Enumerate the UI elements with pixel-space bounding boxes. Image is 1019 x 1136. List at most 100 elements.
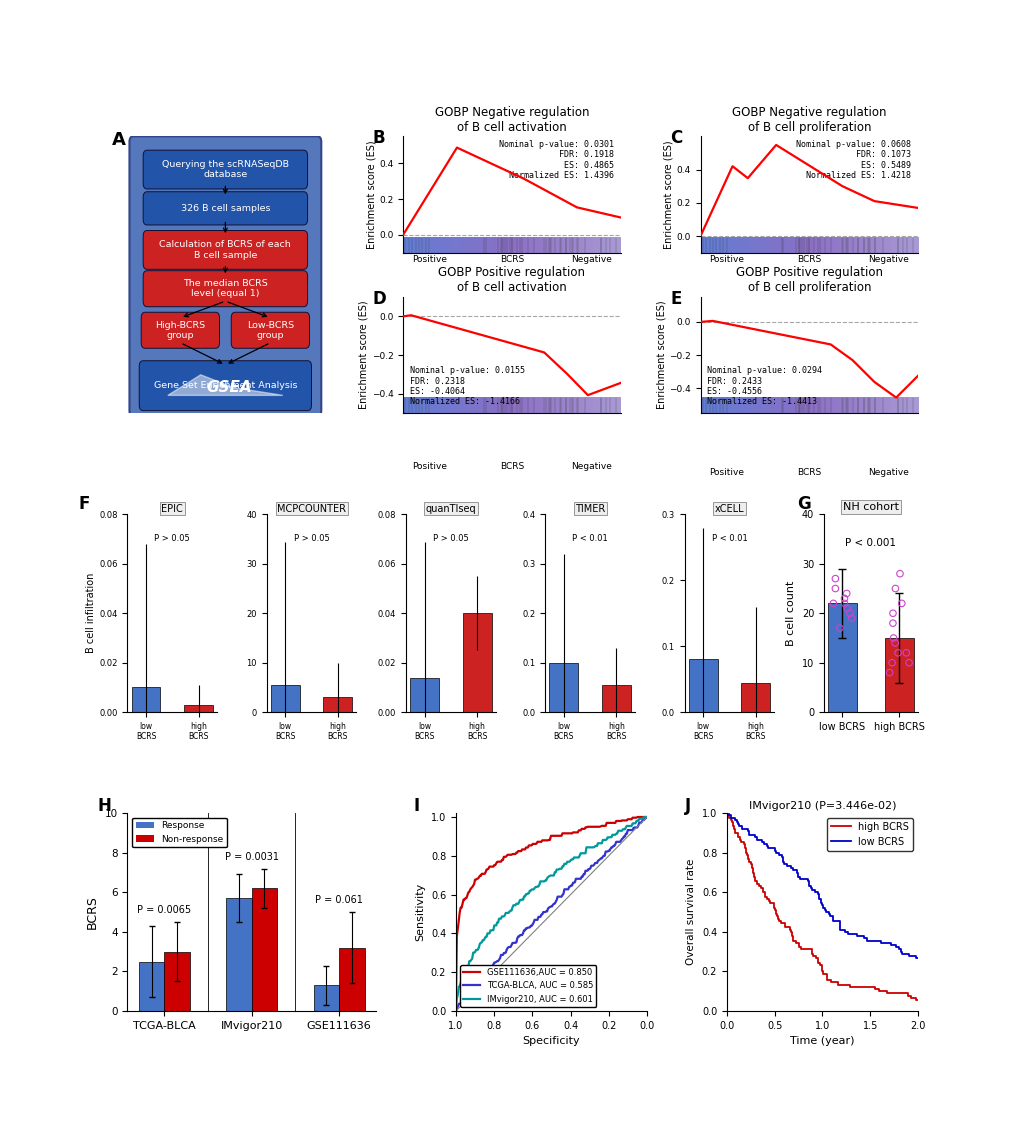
Text: GSEA: GSEA (206, 381, 252, 395)
Text: Low-BCRS
group: Low-BCRS group (247, 320, 293, 340)
high BCRS (909, 993, 921, 1006)
Legend: Response, Non-response: Response, Non-response (131, 818, 226, 847)
Bar (463, 613, 491, 712)
high BCRS (815, 960, 827, 974)
Point (836, 594, 852, 612)
low BCRS (812, 889, 824, 903)
high BCRS (911, 993, 923, 1006)
Text: C: C (669, 130, 682, 148)
Point (883, 604, 900, 623)
Text: Negative: Negative (571, 462, 611, 471)
IMvigor210, AUC = 0.601 (624, 819, 636, 833)
X-axis label: Time (year): Time (year) (790, 1036, 854, 1046)
Y-axis label: BCRS: BCRS (86, 895, 99, 929)
Y-axis label: Enrichment score (ES): Enrichment score (ES) (359, 301, 369, 409)
Text: Querying the scRNASeqDB
database: Querying the scRNASeqDB database (162, 160, 288, 179)
Point (880, 663, 897, 682)
Bar (549, 662, 578, 712)
Text: The median BCRS
level (equal 1): The median BCRS level (equal 1) (182, 279, 267, 299)
Bar (339, 947, 365, 1011)
low BCRS (883, 938, 896, 952)
Text: H: H (98, 797, 111, 816)
Text: P = 0.0031: P = 0.0031 (224, 852, 278, 861)
Bar (252, 888, 277, 1011)
Text: BCRS: BCRS (499, 462, 524, 471)
Point (830, 619, 847, 637)
TCGA-BLCA, AUC = 0.585 (500, 943, 513, 957)
Text: Negative: Negative (571, 254, 611, 264)
Title: GOBP Positive regulation
of B cell proliferation: GOBP Positive regulation of B cell proli… (735, 267, 881, 294)
Text: J: J (684, 797, 690, 816)
Text: Positive: Positive (412, 254, 446, 264)
low BCRS (761, 842, 773, 855)
Text: Nominal p-value: 0.0301
FDR: 0.1918
ES: 0.4865
Normalized ES: 1.4396: Nominal p-value: 0.0301 FDR: 0.1918 ES: … (498, 140, 613, 179)
Text: Positive: Positive (708, 468, 744, 477)
Point (887, 634, 903, 652)
GSE111636,AUC = 0.850 (640, 810, 652, 824)
Y-axis label: B cell count: B cell count (786, 580, 796, 646)
IMvigor210, AUC = 0.601 (637, 810, 649, 824)
IMvigor210, AUC = 0.601 (640, 810, 652, 824)
Text: Nominal p-value: 0.0294
FDR: 0.2433
ES: -0.4556
Normalized ES: -1.4413: Nominal p-value: 0.0294 FDR: 0.2433 ES: … (706, 366, 821, 407)
FancyBboxPatch shape (143, 150, 308, 189)
Bar (323, 698, 352, 712)
Text: P > 0.05: P > 0.05 (154, 534, 190, 543)
FancyBboxPatch shape (143, 231, 308, 269)
high BCRS (720, 807, 733, 820)
Text: Calculation of BCRS of each
B cell sample: Calculation of BCRS of each B cell sampl… (159, 240, 291, 260)
Bar (314, 985, 339, 1011)
TCGA-BLCA, AUC = 0.585 (457, 993, 469, 1006)
Text: High-BCRS
group: High-BCRS group (155, 320, 205, 340)
Point (824, 594, 841, 612)
Text: Nominal p-value: 0.0608
FDR: 0.1073
ES: 0.5489
Normalized ES: 1.4218: Nominal p-value: 0.0608 FDR: 0.1073 ES: … (796, 140, 911, 179)
Point (843, 609, 859, 627)
GSE111636,AUC = 0.850 (449, 1004, 462, 1018)
GSE111636,AUC = 0.850 (632, 810, 644, 824)
Line: TCGA-BLCA, AUC = 0.585: TCGA-BLCA, AUC = 0.585 (455, 818, 646, 1010)
Text: P < 0.01: P < 0.01 (572, 534, 607, 543)
Y-axis label: Overall survival rate: Overall survival rate (686, 859, 696, 966)
high BCRS (737, 837, 749, 851)
Point (839, 599, 855, 617)
IMvigor210, AUC = 0.601 (449, 1002, 462, 1016)
Y-axis label: Enrichment score (ES): Enrichment score (ES) (663, 140, 673, 249)
Text: Negative: Negative (867, 468, 908, 477)
X-axis label: Specificity: Specificity (522, 1036, 580, 1046)
low BCRS (760, 840, 772, 853)
GSE111636,AUC = 0.850 (500, 849, 513, 862)
FancyBboxPatch shape (143, 192, 308, 225)
Line: low BCRS: low BCRS (727, 813, 917, 959)
Point (887, 579, 903, 598)
TCGA-BLCA, AUC = 0.585 (631, 820, 643, 834)
Bar (741, 683, 769, 712)
Title: EPIC: EPIC (161, 503, 183, 513)
TCGA-BLCA, AUC = 0.585 (624, 824, 636, 837)
Point (883, 615, 900, 633)
Legend: high BCRS, low BCRS: high BCRS, low BCRS (826, 818, 912, 851)
Text: P = 0.061: P = 0.061 (315, 895, 363, 905)
Y-axis label: Sensitivity: Sensitivity (415, 883, 425, 942)
FancyBboxPatch shape (143, 270, 308, 307)
TCGA-BLCA, AUC = 0.585 (449, 1003, 462, 1017)
Bar (601, 685, 631, 712)
IMvigor210, AUC = 0.601 (461, 962, 473, 976)
Title: xCELL: xCELL (714, 503, 744, 513)
Polygon shape (168, 375, 282, 395)
GSE111636,AUC = 0.850 (631, 810, 643, 824)
high BCRS (741, 849, 753, 862)
Bar (131, 687, 160, 712)
Point (883, 653, 900, 671)
TCGA-BLCA, AUC = 0.585 (640, 811, 652, 825)
Bar (884, 638, 913, 712)
Title: TIMER: TIMER (575, 503, 604, 513)
Text: P > 0.05: P > 0.05 (433, 534, 469, 543)
GSE111636,AUC = 0.850 (457, 893, 469, 907)
GSE111636,AUC = 0.850 (485, 860, 497, 874)
GSE111636,AUC = 0.850 (624, 812, 636, 826)
Text: P = 0.0065: P = 0.0065 (137, 905, 192, 916)
Point (891, 565, 907, 583)
Text: P < 0.001: P < 0.001 (845, 538, 896, 548)
Bar (139, 961, 164, 1011)
Text: E: E (669, 290, 681, 308)
Text: A: A (112, 131, 125, 149)
